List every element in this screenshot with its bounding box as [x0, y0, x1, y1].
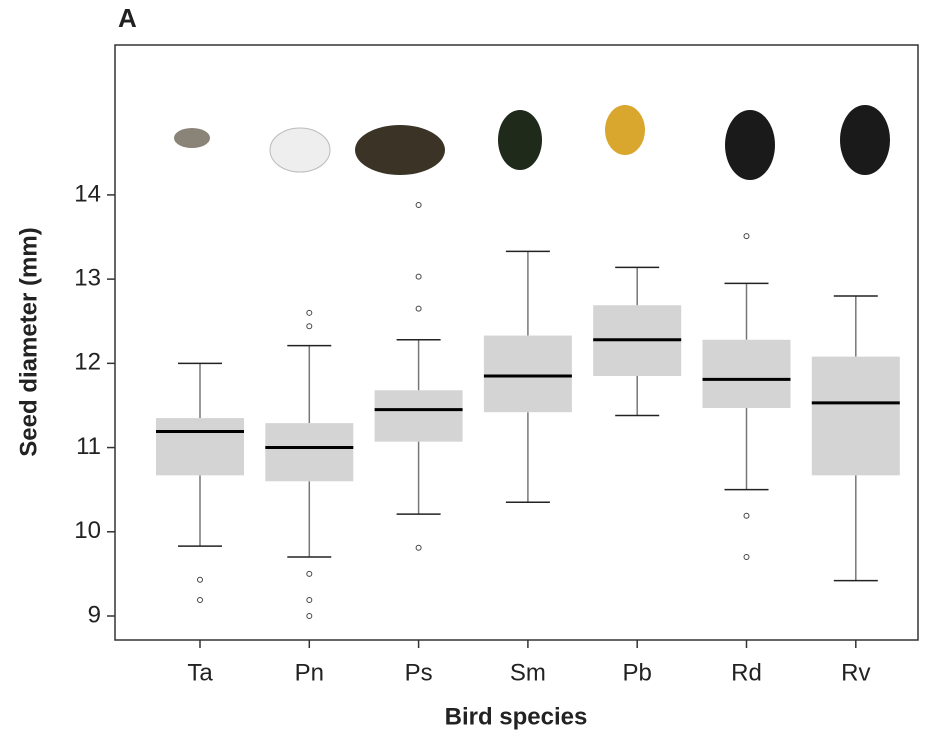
outlier	[197, 596, 203, 603]
box	[811, 356, 900, 476]
outlier	[306, 570, 313, 577]
y-tick-label: 14	[74, 180, 101, 207]
x-tick-label: Pn	[295, 659, 324, 686]
bird	[840, 105, 890, 175]
outlier	[743, 233, 750, 240]
outlier	[415, 273, 422, 280]
plot-frame	[114, 44, 919, 641]
bird	[725, 110, 775, 180]
outlier	[306, 612, 313, 619]
box	[265, 423, 354, 482]
outlier	[415, 544, 422, 551]
x-tick-label: Ta	[187, 659, 213, 686]
panel-label: A	[118, 3, 137, 33]
y-tick-label: 10	[74, 517, 101, 544]
outlier	[743, 512, 750, 519]
x-tick-label: Pb	[623, 659, 652, 686]
outlier	[306, 596, 313, 603]
y-tick-label: 12	[74, 349, 101, 376]
outlier	[415, 202, 422, 209]
y-tick-label: 13	[74, 264, 101, 291]
box	[156, 418, 244, 476]
bird	[498, 110, 542, 170]
x-axis-label: Bird species	[445, 703, 588, 730]
box	[483, 335, 572, 413]
y-axis-label: Seed diameter (mm)	[15, 227, 42, 456]
y-tick-label: 11	[76, 433, 101, 460]
x-tick-label: Rv	[841, 659, 870, 686]
y-tick-label: 9	[88, 601, 101, 628]
outlier	[743, 554, 750, 561]
x-tick-label: Ps	[405, 659, 433, 686]
bird-illustrations	[174, 105, 890, 180]
outlier	[197, 576, 203, 583]
outlier	[306, 309, 313, 316]
outlier	[415, 305, 422, 312]
box	[374, 390, 463, 442]
x-tick-label: Sm	[510, 659, 546, 686]
outlier	[306, 323, 313, 330]
bird	[605, 105, 645, 155]
bird	[174, 128, 210, 148]
bird	[355, 125, 445, 175]
x-tick-label: Rd	[731, 659, 762, 686]
bird	[269, 127, 331, 173]
box	[702, 339, 791, 408]
